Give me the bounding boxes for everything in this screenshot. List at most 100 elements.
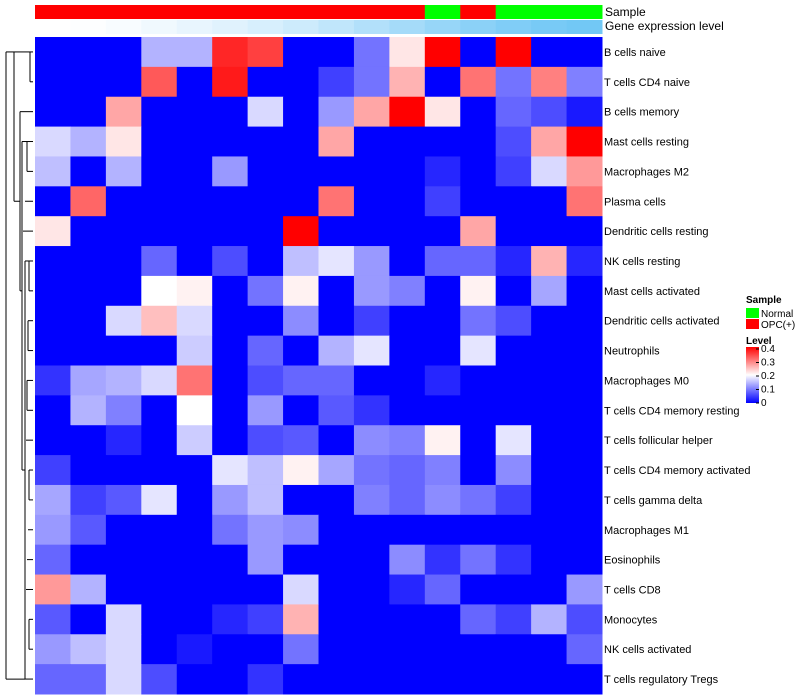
legend-tick-label: 0.2 xyxy=(761,371,775,382)
heatmap-cell xyxy=(389,96,426,128)
heatmap-cell xyxy=(35,455,71,486)
heatmap-cell xyxy=(495,305,532,337)
heatmap-cell xyxy=(212,425,249,456)
heatmap-cell xyxy=(460,365,497,396)
heatmap-cell xyxy=(389,484,426,516)
row-label: NK cells resting xyxy=(604,256,680,268)
heatmap-cell xyxy=(141,66,178,98)
legend-swatch xyxy=(746,308,759,318)
row-label: Dendritic cells activated xyxy=(604,316,720,328)
heatmap-cell xyxy=(318,395,355,426)
heatmap-cell xyxy=(318,664,355,695)
heatmap-cell xyxy=(389,634,426,665)
heatmap-cell xyxy=(424,574,461,605)
heatmap-cell xyxy=(566,126,603,157)
heatmap-cell xyxy=(35,484,71,516)
heatmap-cell xyxy=(212,186,249,217)
heatmap-cell xyxy=(35,66,71,98)
heatmap-cell xyxy=(566,216,603,247)
legend-item-label: OPC(+) xyxy=(761,320,795,331)
heatmap-cell xyxy=(283,484,319,516)
sample-annotation-cell xyxy=(35,5,71,19)
sample-annotation-cell xyxy=(424,5,461,19)
heatmap-cell xyxy=(495,664,532,695)
sample-annotation-label: Sample xyxy=(605,5,646,19)
heatmap-cell xyxy=(460,275,497,307)
heatmap-cell xyxy=(566,514,603,546)
heatmap-cell xyxy=(141,484,178,516)
heatmap-cell xyxy=(35,574,71,605)
heatmap-cell xyxy=(531,395,568,426)
heatmap-cell xyxy=(212,574,249,605)
gene-annotation-cell xyxy=(353,20,390,34)
row-label: T cells gamma delta xyxy=(604,495,703,507)
heatmap-cell xyxy=(460,604,497,635)
heatmap-cell xyxy=(389,514,426,546)
heatmap-cell xyxy=(353,37,390,68)
heatmap-cell xyxy=(318,634,355,665)
heatmap-cell xyxy=(495,395,532,426)
gene-annotation-cell xyxy=(141,20,178,34)
heatmap-cell xyxy=(283,604,319,635)
heatmap-cell xyxy=(283,544,319,576)
heatmap-cell xyxy=(70,425,107,456)
heatmap-cell xyxy=(389,126,426,157)
heatmap-cell xyxy=(495,455,532,486)
heatmap-cell xyxy=(353,455,390,486)
sample-annotation-cell xyxy=(389,5,426,19)
heatmap-cell xyxy=(389,275,426,307)
heatmap-cell xyxy=(35,275,71,307)
heatmap-cell xyxy=(176,37,213,68)
heatmap-cell xyxy=(176,604,213,635)
heatmap-cell xyxy=(212,484,249,516)
heatmap-cell xyxy=(424,186,461,217)
heatmap-cell xyxy=(460,574,497,605)
heatmap-cell xyxy=(70,544,107,576)
heatmap-cell xyxy=(176,335,213,366)
heatmap-cell xyxy=(247,335,284,366)
heatmap-cell xyxy=(318,365,355,396)
heatmap-cell xyxy=(495,544,532,576)
heatmap-cell xyxy=(318,66,355,98)
heatmap-cell xyxy=(283,96,319,128)
heatmap-cell xyxy=(212,365,249,396)
heatmap-cell xyxy=(495,484,532,516)
row-label: T cells CD4 memory resting xyxy=(604,405,740,417)
heatmap-cell xyxy=(566,246,603,277)
heatmap-cell xyxy=(318,275,355,307)
heatmap-cell xyxy=(70,66,107,98)
heatmap-cell xyxy=(389,305,426,337)
heatmap-cell xyxy=(283,395,319,426)
heatmap-cell xyxy=(283,514,319,546)
heatmap-cell xyxy=(70,574,107,605)
legend-tick-label: 0.1 xyxy=(761,385,775,396)
gene-annotation-cell xyxy=(247,20,284,34)
heatmap-cell xyxy=(283,156,319,187)
heatmap-cell xyxy=(424,37,461,68)
heatmap-cell xyxy=(105,66,142,98)
heatmap-cell xyxy=(283,305,319,337)
gene-annotation-cell xyxy=(176,20,213,34)
heatmap-cell xyxy=(566,604,603,635)
heatmap-cell xyxy=(70,275,107,307)
heatmap-cell xyxy=(105,514,142,546)
gene-annotation-label: Gene expression level xyxy=(605,19,724,33)
heatmap-cell xyxy=(141,37,178,68)
heatmap-cell xyxy=(495,96,532,128)
heatmap-cell xyxy=(531,574,568,605)
heatmap-cell xyxy=(353,246,390,277)
heatmap-cell xyxy=(531,216,568,247)
heatmap-cell xyxy=(35,216,71,247)
legend-item-label: Normal xyxy=(761,309,793,320)
heatmap-cell xyxy=(424,484,461,516)
row-label: Eosinophils xyxy=(604,555,661,567)
heatmap-cell xyxy=(531,126,568,157)
heatmap-cell xyxy=(176,484,213,516)
heatmap-cell xyxy=(318,544,355,576)
legend-level-colorbar xyxy=(746,347,759,403)
heatmap-cell xyxy=(70,335,107,366)
heatmap-cell xyxy=(531,305,568,337)
heatmap-cell xyxy=(35,126,71,157)
